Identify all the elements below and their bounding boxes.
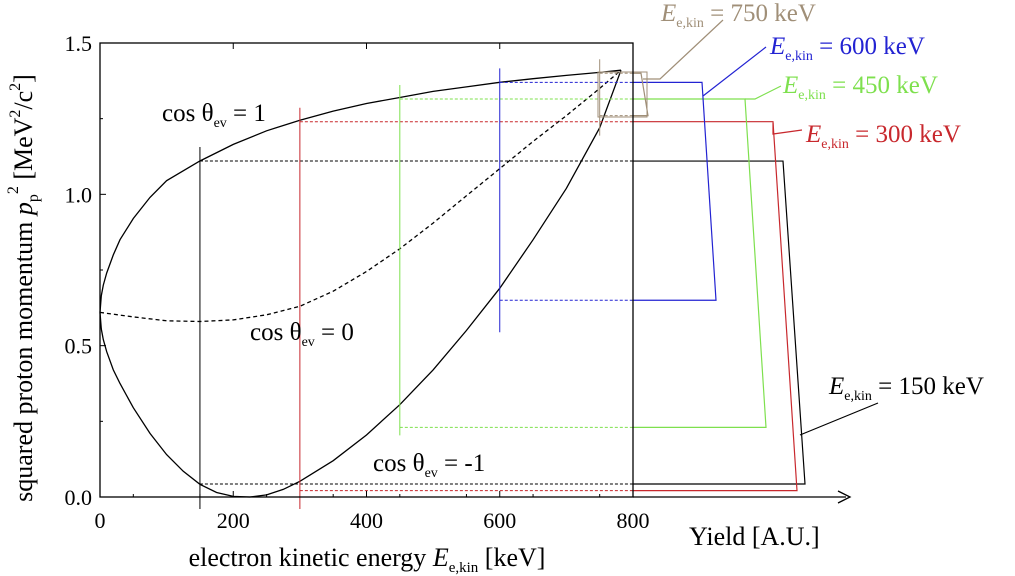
yield-profile <box>633 160 806 485</box>
energy-label-750: Ee,kin = 750 keV <box>660 0 816 31</box>
annotation-cos-minus-1: cos θev = -1 <box>373 450 485 481</box>
yield-profile <box>633 81 717 301</box>
y-tick-label: 1.0 <box>65 182 93 207</box>
yield-profile <box>633 98 767 428</box>
text-layer: 0 200 400 600 800 0.0 0.5 1.0 1.5 <box>65 31 650 533</box>
y-tick-label: 0.0 <box>65 485 93 510</box>
y-tick-label: 1.5 <box>65 31 93 56</box>
plot-layer <box>99 19 879 509</box>
yield-axis-arrow <box>837 490 852 504</box>
label-leader-line <box>745 85 782 100</box>
x-tick-label: 200 <box>217 508 250 533</box>
label-leader-line <box>702 46 767 97</box>
energy-label-600: Ee,kin = 600 keV <box>769 33 925 64</box>
label-leader-line <box>643 19 724 80</box>
y-axis-label: squared proton momentum pp2 [MeV2/c2] <box>5 74 42 502</box>
yield-profile <box>633 121 798 492</box>
y-tick-label: 0.5 <box>65 334 93 359</box>
label-leader-line <box>799 402 879 436</box>
kinematic-curve <box>99 69 622 313</box>
x-tick-label: 600 <box>483 508 516 533</box>
annotation-cos-0: cos θev = 0 <box>250 319 354 350</box>
annotation-cos-1: cos θev = 1 <box>162 100 266 131</box>
x-tick-label: 400 <box>350 508 383 533</box>
energy-label-450: Ee,kin = 450 keV <box>782 72 938 103</box>
x-tick-label: 0 <box>95 508 106 533</box>
x-axis-label: electron kinetic energy Ee,kin [keV] <box>189 543 546 576</box>
yield-axis-label: Yield [A.U.] <box>689 522 820 551</box>
energy-label-300: Ee,kin = 300 keV <box>805 121 961 152</box>
yield-profile <box>633 72 649 117</box>
apex-box <box>597 71 648 118</box>
axes-layer <box>99 42 852 504</box>
x-tick-label: 800 <box>617 508 650 533</box>
energy-label-150: Ee,kin = 150 keV <box>828 373 984 404</box>
label-leader-line <box>772 123 803 135</box>
